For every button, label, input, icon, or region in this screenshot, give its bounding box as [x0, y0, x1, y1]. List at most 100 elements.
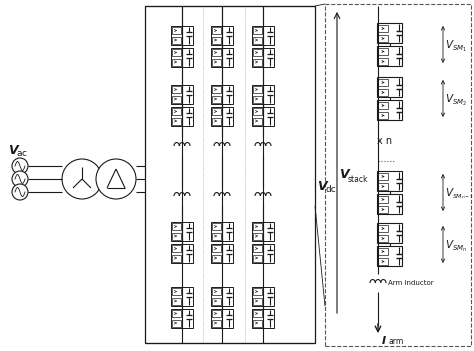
- Bar: [172, 319, 181, 326]
- Bar: [212, 310, 221, 317]
- Bar: [253, 310, 262, 317]
- Bar: [172, 298, 181, 305]
- Text: $\bfit{I}$: $\bfit{I}$: [381, 334, 387, 346]
- Bar: [379, 248, 389, 255]
- Bar: [172, 95, 181, 102]
- Text: $V$: $V$: [445, 93, 455, 105]
- Bar: [171, 106, 193, 126]
- Text: Arm Inductor: Arm Inductor: [388, 280, 434, 286]
- Bar: [252, 47, 274, 66]
- Bar: [377, 246, 402, 266]
- Bar: [212, 49, 221, 56]
- Text: $\bfit{V}$: $\bfit{V}$: [339, 168, 352, 181]
- Bar: [252, 106, 274, 126]
- Bar: [253, 319, 262, 326]
- Text: $SM_{n-1}$: $SM_{n-1}$: [452, 192, 474, 201]
- Text: $SM_2$: $SM_2$: [452, 97, 467, 108]
- Bar: [171, 85, 193, 104]
- Circle shape: [12, 171, 28, 187]
- Bar: [253, 232, 262, 239]
- Bar: [172, 310, 181, 317]
- Bar: [211, 244, 233, 263]
- Circle shape: [12, 158, 28, 174]
- Bar: [172, 86, 181, 93]
- Bar: [379, 48, 389, 55]
- Bar: [379, 235, 389, 242]
- Bar: [379, 206, 389, 213]
- Bar: [377, 194, 402, 214]
- Bar: [172, 245, 181, 252]
- Bar: [253, 118, 262, 125]
- Bar: [212, 245, 221, 252]
- Bar: [212, 223, 221, 230]
- Bar: [377, 77, 402, 97]
- Bar: [171, 244, 193, 263]
- Bar: [377, 46, 402, 66]
- Bar: [253, 49, 262, 56]
- Bar: [211, 286, 233, 305]
- Bar: [253, 254, 262, 261]
- Bar: [253, 27, 262, 34]
- Bar: [172, 223, 181, 230]
- Bar: [253, 37, 262, 44]
- Text: $\bfit{V}$: $\bfit{V}$: [8, 145, 20, 158]
- Text: dc: dc: [326, 185, 337, 193]
- Bar: [172, 59, 181, 66]
- Bar: [379, 102, 389, 109]
- Bar: [212, 319, 221, 326]
- Bar: [172, 232, 181, 239]
- Bar: [253, 86, 262, 93]
- Bar: [212, 298, 221, 305]
- Bar: [172, 108, 181, 115]
- Bar: [252, 309, 274, 327]
- Bar: [172, 37, 181, 44]
- Bar: [212, 95, 221, 102]
- Bar: [172, 118, 181, 125]
- Text: $V$: $V$: [445, 238, 455, 251]
- Text: $SM_1$: $SM_1$: [452, 44, 467, 54]
- Bar: [172, 288, 181, 295]
- Bar: [253, 59, 262, 66]
- Bar: [253, 223, 262, 230]
- Text: $\bfit{V}$: $\bfit{V}$: [317, 179, 329, 192]
- Bar: [211, 309, 233, 327]
- Bar: [252, 26, 274, 45]
- Bar: [172, 254, 181, 261]
- Bar: [379, 25, 389, 32]
- Text: $\mathrm{ac}$: $\mathrm{ac}$: [16, 150, 28, 159]
- Text: x n: x n: [377, 136, 392, 146]
- Bar: [252, 286, 274, 305]
- Bar: [379, 112, 389, 119]
- Text: $SM_n$: $SM_n$: [452, 243, 467, 254]
- Bar: [212, 108, 221, 115]
- Bar: [253, 95, 262, 102]
- Circle shape: [12, 184, 28, 200]
- Bar: [379, 89, 389, 96]
- Circle shape: [96, 159, 136, 199]
- Bar: [172, 49, 181, 56]
- Bar: [212, 232, 221, 239]
- Bar: [377, 171, 402, 191]
- Bar: [253, 245, 262, 252]
- Bar: [252, 85, 274, 104]
- Bar: [211, 106, 233, 126]
- Bar: [212, 37, 221, 44]
- Bar: [171, 286, 193, 305]
- Bar: [171, 26, 193, 45]
- Bar: [212, 118, 221, 125]
- Bar: [379, 183, 389, 190]
- Bar: [211, 85, 233, 104]
- Bar: [211, 26, 233, 45]
- Circle shape: [62, 159, 102, 199]
- Bar: [212, 254, 221, 261]
- Bar: [379, 196, 389, 203]
- Bar: [171, 47, 193, 66]
- Text: arm: arm: [389, 337, 404, 346]
- Bar: [212, 27, 221, 34]
- Text: $V$: $V$: [445, 39, 455, 51]
- Bar: [379, 79, 389, 86]
- Bar: [212, 86, 221, 93]
- Bar: [377, 100, 402, 120]
- Bar: [379, 225, 389, 232]
- Text: stack: stack: [348, 176, 368, 185]
